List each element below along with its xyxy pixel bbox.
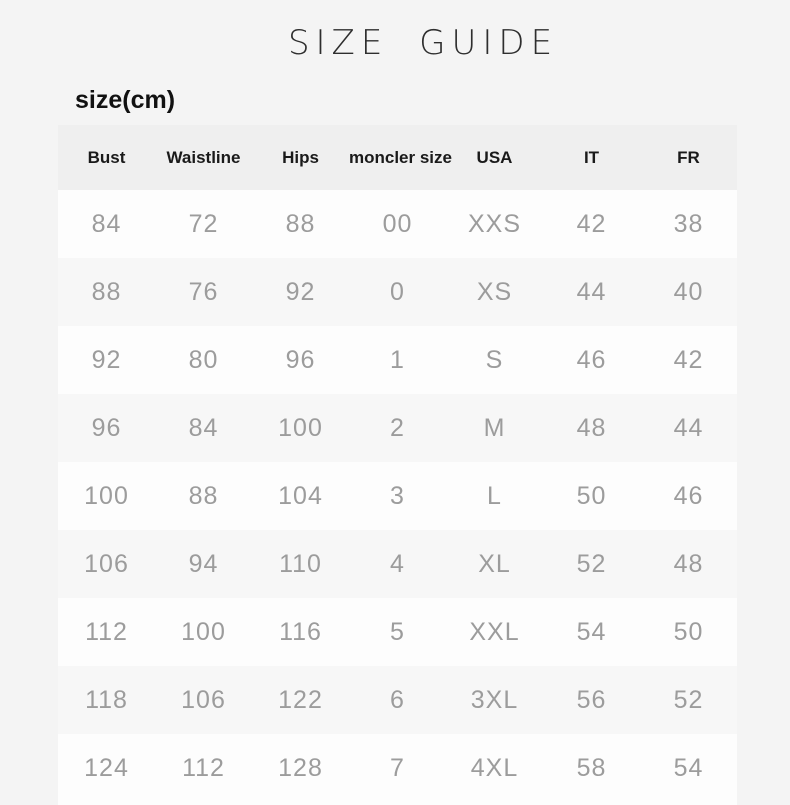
size-cell: 118 bbox=[85, 685, 128, 714]
size-table-grid: Bust Waistline Hips moncler size USA IT … bbox=[58, 125, 737, 802]
size-cell: 50 bbox=[673, 617, 704, 646]
size-cell: 42 bbox=[673, 345, 704, 374]
table-row: 124 112 128 7 4XL 58 54 bbox=[58, 734, 737, 802]
table-row: 112 100 116 5 XXL 54 50 bbox=[58, 598, 737, 666]
size-cell: 96 bbox=[285, 345, 316, 374]
size-cell: 44 bbox=[673, 413, 704, 442]
size-cell: 54 bbox=[576, 617, 607, 646]
size-cell: 48 bbox=[673, 549, 704, 578]
size-cell: 5 bbox=[390, 617, 405, 646]
size-cell: 106 bbox=[84, 549, 129, 578]
table-row: 88 76 92 0 XS 44 40 bbox=[58, 258, 737, 326]
column-header-hips: Hips bbox=[282, 147, 319, 167]
size-cell: 42 bbox=[576, 209, 607, 238]
size-cell: 100 bbox=[181, 617, 226, 646]
size-cell: 56 bbox=[576, 685, 607, 714]
size-cell: 46 bbox=[576, 345, 607, 374]
size-cell: 6 bbox=[390, 685, 405, 714]
size-cell: XL bbox=[478, 549, 511, 578]
size-cell: 112 bbox=[85, 617, 128, 646]
size-cell: 46 bbox=[673, 481, 704, 510]
size-cell: 100 bbox=[84, 481, 129, 510]
header-row: Bust Waistline Hips moncler size USA IT … bbox=[58, 125, 737, 190]
size-cell: 40 bbox=[673, 277, 704, 306]
size-cell: 84 bbox=[91, 209, 122, 238]
size-cell: L bbox=[487, 481, 502, 510]
size-cell: 110 bbox=[279, 549, 322, 578]
size-cell: 96 bbox=[91, 413, 122, 442]
column-header-fr: FR bbox=[677, 147, 700, 167]
size-cell: 3 bbox=[390, 481, 405, 510]
size-cell: 52 bbox=[576, 549, 607, 578]
size-cell: 54 bbox=[673, 753, 704, 782]
size-cell: 92 bbox=[285, 277, 316, 306]
size-cell: 100 bbox=[278, 413, 323, 442]
size-cell: 3XL bbox=[470, 685, 519, 714]
size-cell: 94 bbox=[188, 549, 219, 578]
table-row: 92 80 96 1 S 46 42 bbox=[58, 326, 737, 394]
page-title: SIZE GUIDE bbox=[287, 23, 559, 63]
size-cell: 124 bbox=[84, 753, 129, 782]
size-cell: 00 bbox=[382, 209, 413, 238]
size-cell: 92 bbox=[91, 345, 122, 374]
size-cell: 84 bbox=[188, 413, 219, 442]
size-cell: 88 bbox=[285, 209, 316, 238]
size-cell: 80 bbox=[188, 345, 219, 374]
size-cell: 7 bbox=[390, 753, 405, 782]
column-header-moncler-size: moncler size bbox=[349, 147, 452, 167]
unit-label: size(cm) bbox=[75, 86, 176, 114]
size-cell: 112 bbox=[182, 753, 225, 782]
table-row: 84 72 88 00 XXS 42 38 bbox=[58, 190, 737, 258]
column-header-waistline: Waistline bbox=[166, 147, 241, 167]
table-row: 96 84 100 2 M 48 44 bbox=[58, 394, 737, 462]
size-cell: 116 bbox=[279, 617, 322, 646]
size-cell: 1 bbox=[390, 345, 405, 374]
size-cell: 48 bbox=[576, 413, 607, 442]
size-cell: 0 bbox=[390, 277, 405, 306]
size-cell: 2 bbox=[390, 413, 405, 442]
size-cell: 38 bbox=[673, 209, 704, 238]
column-header-usa: USA bbox=[476, 147, 513, 167]
column-header-bust: Bust bbox=[87, 147, 126, 167]
size-cell: XS bbox=[476, 277, 513, 306]
size-cell: 88 bbox=[188, 481, 219, 510]
column-header-it: IT bbox=[583, 147, 600, 167]
size-cell: 4 bbox=[390, 549, 405, 578]
size-table: Bust Waistline Hips moncler size USA IT … bbox=[58, 125, 737, 805]
size-cell: 76 bbox=[188, 277, 219, 306]
size-cell: 88 bbox=[91, 277, 122, 306]
size-cell: 58 bbox=[576, 753, 607, 782]
size-cell: 72 bbox=[188, 209, 219, 238]
size-cell: S bbox=[485, 345, 504, 374]
size-cell: 106 bbox=[181, 685, 226, 714]
size-cell: 128 bbox=[278, 753, 323, 782]
size-cell: XXS bbox=[467, 209, 522, 238]
size-cell: XXL bbox=[469, 617, 520, 646]
table-row: 118 106 122 6 3XL 56 52 bbox=[58, 666, 737, 734]
size-cell: 104 bbox=[278, 481, 323, 510]
size-cell: 50 bbox=[576, 481, 607, 510]
size-cell: M bbox=[483, 413, 506, 442]
size-cell: 122 bbox=[278, 685, 323, 714]
size-cell: 44 bbox=[576, 277, 607, 306]
size-cell: 4XL bbox=[470, 753, 519, 782]
size-cell: 52 bbox=[673, 685, 704, 714]
table-row: 100 88 104 3 L 50 46 bbox=[58, 462, 737, 530]
table-row: 106 94 110 4 XL 52 48 bbox=[58, 530, 737, 598]
